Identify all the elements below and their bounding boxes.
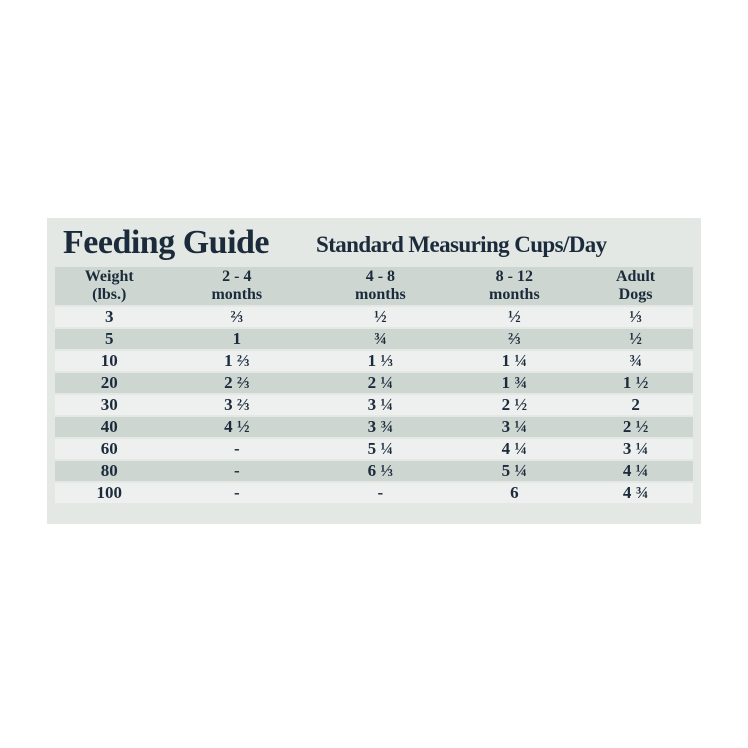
- table-cell: 2: [578, 394, 693, 417]
- column-header-2-4-months: 2 - 4 months: [163, 267, 311, 307]
- table-cell: 6: [450, 482, 579, 505]
- table-cell: 1: [163, 328, 311, 351]
- table-cell: 60: [55, 438, 164, 461]
- page-title: Feeding Guide: [63, 223, 270, 261]
- table-cell: ½: [310, 306, 451, 329]
- table-cell: 5 ¼: [310, 438, 451, 461]
- table-cell: 4 ½: [163, 416, 311, 439]
- table-cell: ⅔: [450, 328, 579, 351]
- table-cell: 4 ¾: [578, 482, 693, 505]
- table-cell: 3 ⅔: [163, 394, 311, 417]
- table-cell: 1 ⅔: [163, 350, 311, 373]
- table-cell: ⅔: [163, 306, 311, 329]
- table-cell: 2 ⅔: [163, 372, 311, 395]
- table-cell: 2 ¼: [310, 372, 451, 395]
- column-header-adult-dogs: Adult Dogs: [578, 267, 693, 307]
- table-header-row: Weight (lbs.) 2 - 4 months 4 - 8 months …: [55, 267, 693, 307]
- table-cell: 3 ¾: [310, 416, 451, 439]
- table-cell: 4 ¼: [450, 438, 579, 461]
- feeding-guide-table: Weight (lbs.) 2 - 4 months 4 - 8 months …: [55, 267, 693, 505]
- table-cell: -: [163, 482, 311, 505]
- table-cell: 1 ¼: [450, 350, 579, 373]
- subtitle: Standard Measuring Cups/Day: [316, 231, 607, 257]
- table-cell: ¾: [578, 350, 693, 373]
- table-cell: 5 ¼: [450, 460, 579, 483]
- table-row: 100- -6 4 ¾: [55, 482, 693, 505]
- table-cell: 1 ½: [578, 372, 693, 395]
- table-cell: 1 ¾: [450, 372, 579, 395]
- table-cell: 3 ¼: [450, 416, 579, 439]
- table-cell: ½: [578, 328, 693, 351]
- table-cell: -: [310, 482, 451, 505]
- table-cell: 10: [55, 350, 164, 373]
- feeding-guide-panel: Feeding Guide Standard Measuring Cups/Da…: [47, 218, 701, 524]
- table-cell: 6 ⅓: [310, 460, 451, 483]
- table-cell: -: [163, 438, 311, 461]
- table-cell: ½: [450, 306, 579, 329]
- table-cell: 30: [55, 394, 164, 417]
- table-cell: 1 ⅓: [310, 350, 451, 373]
- column-header-weight: Weight (lbs.): [55, 267, 164, 307]
- table-cell: 3: [55, 306, 164, 329]
- table-cell: 80: [55, 460, 164, 483]
- table-cell: 40: [55, 416, 164, 439]
- table-cell: 100: [55, 482, 164, 505]
- table-cell: -: [163, 460, 311, 483]
- table-cell: ⅓: [578, 306, 693, 329]
- table-cell: 3 ¼: [310, 394, 451, 417]
- table-cell: 20: [55, 372, 164, 395]
- table-cell: ¾: [310, 328, 451, 351]
- table-cell: 4 ¼: [578, 460, 693, 483]
- table-cell: 2 ½: [578, 416, 693, 439]
- table-cell: 5: [55, 328, 164, 351]
- column-header-4-8-months: 4 - 8 months: [310, 267, 451, 307]
- panel-header: Feeding Guide Standard Measuring Cups/Da…: [47, 218, 701, 267]
- table-cell: 2 ½: [450, 394, 579, 417]
- column-header-8-12-months: 8 - 12 months: [450, 267, 579, 307]
- table-cell: 3 ¼: [578, 438, 693, 461]
